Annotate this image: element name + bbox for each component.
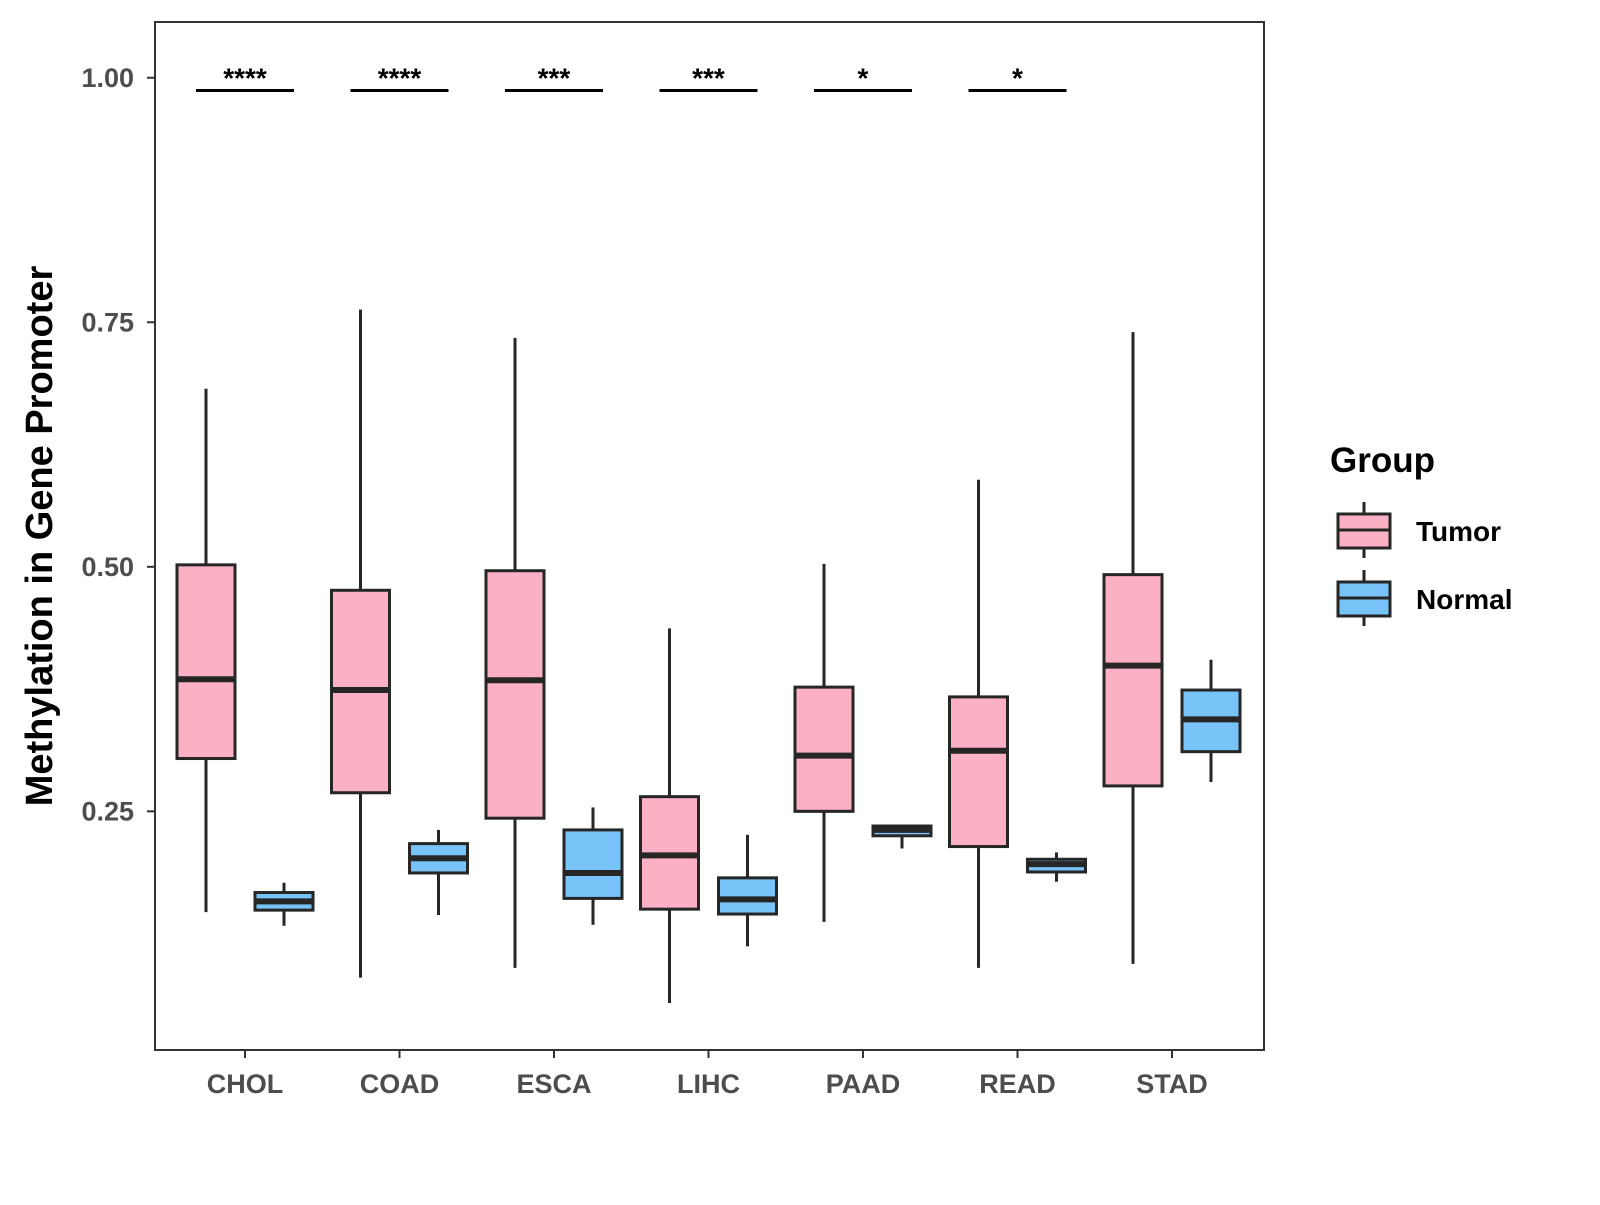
- x-tick-label: ESCA: [516, 1069, 591, 1099]
- box-tumor-stad: [1102, 332, 1164, 964]
- y-tick-label: 0.75: [81, 307, 134, 337]
- x-tick-label: COAD: [360, 1069, 440, 1099]
- legend: Group Tumor Normal: [1330, 441, 1512, 626]
- box-iqr: [948, 695, 1009, 849]
- x-tick-label: STAD: [1136, 1069, 1208, 1099]
- legend-title: Group: [1330, 441, 1435, 480]
- legend-item-normal: Normal: [1336, 570, 1512, 626]
- significance-label: ****: [223, 62, 267, 93]
- plot-panel: [154, 21, 1265, 1051]
- box-normal-coad: [408, 829, 469, 916]
- legend-label: Tumor: [1416, 516, 1501, 547]
- box-iqr: [717, 876, 778, 916]
- y-axis-title: Methylation in Gene Promoter: [19, 266, 61, 807]
- significance-label: ***: [538, 62, 571, 93]
- box-tumor-read: [948, 479, 1009, 968]
- box-iqr: [484, 569, 546, 820]
- box-normal-stad: [1180, 659, 1242, 782]
- box-iqr: [175, 563, 237, 761]
- x-tick-label: LIHC: [677, 1069, 740, 1099]
- legend-item-tumor: Tumor: [1336, 502, 1501, 558]
- x-tick-label: PAAD: [826, 1069, 901, 1099]
- significance-label: *: [858, 62, 869, 93]
- y-tick-label: 0.50: [81, 552, 134, 582]
- box-iqr: [1102, 573, 1164, 788]
- x-tick-label: READ: [979, 1069, 1056, 1099]
- box-tumor-coad: [330, 309, 391, 978]
- box-iqr: [793, 685, 855, 813]
- box-tumor-paad: [793, 563, 855, 922]
- box-normal-chol: [253, 882, 315, 926]
- box-normal-paad: [871, 824, 933, 849]
- box-normal-esca: [562, 807, 624, 925]
- box-normal-lihc: [717, 834, 778, 947]
- significance-label: ****: [378, 62, 422, 93]
- box-iqr: [562, 828, 624, 900]
- box-tumor-chol: [175, 388, 237, 913]
- significance-label: *: [1012, 62, 1023, 93]
- x-tick-label: CHOL: [207, 1069, 284, 1099]
- legend-label: Normal: [1416, 584, 1512, 615]
- box-tumor-lihc: [639, 628, 700, 1004]
- significance-label: ***: [692, 62, 725, 93]
- box-normal-read: [1026, 852, 1087, 882]
- y-tick-label: 1.00: [81, 63, 134, 93]
- box-tumor-esca: [484, 337, 546, 968]
- y-tick-label: 0.25: [81, 796, 134, 826]
